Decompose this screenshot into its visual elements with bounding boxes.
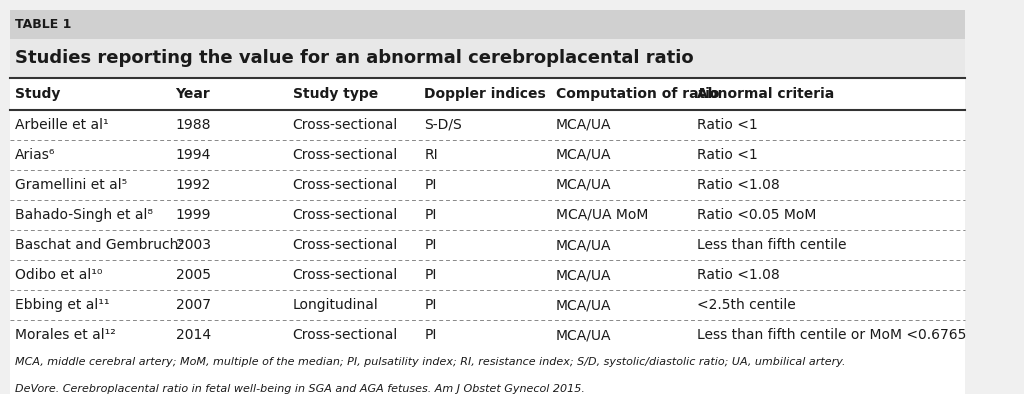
Text: Bahado-Singh et al⁸: Bahado-Singh et al⁸ [14,208,153,222]
Text: Gramellini et al⁵: Gramellini et al⁵ [14,178,127,192]
Text: S-D/S: S-D/S [424,118,462,132]
Text: Cross-sectional: Cross-sectional [293,148,397,162]
Text: PI: PI [424,238,436,252]
FancyBboxPatch shape [10,78,966,394]
Text: Cross-sectional: Cross-sectional [293,208,397,222]
Text: MCA/UA: MCA/UA [556,298,611,312]
Text: MCA/UA: MCA/UA [556,148,611,162]
Text: PI: PI [424,298,436,312]
Text: Arbeille et al¹: Arbeille et al¹ [14,118,109,132]
Text: MCA/UA: MCA/UA [556,238,611,252]
Text: PI: PI [424,268,436,282]
Text: Cross-sectional: Cross-sectional [293,268,397,282]
Text: Study type: Study type [293,87,378,101]
Text: PI: PI [424,178,436,192]
Text: Baschat and Gembruch⁹: Baschat and Gembruch⁹ [14,238,183,252]
Text: Ratio <0.05 MoM: Ratio <0.05 MoM [697,208,817,222]
Text: Ebbing et al¹¹: Ebbing et al¹¹ [14,298,110,312]
Text: Cross-sectional: Cross-sectional [293,178,397,192]
Text: Ratio <1.08: Ratio <1.08 [697,178,780,192]
Text: TABLE 1: TABLE 1 [14,18,71,31]
Text: 2007: 2007 [175,298,211,312]
Text: 2003: 2003 [175,238,211,252]
Text: MCA, middle cerebral artery; MoM, multiple of the median; PI, pulsatility index;: MCA, middle cerebral artery; MoM, multip… [14,357,845,366]
Text: Cross-sectional: Cross-sectional [293,238,397,252]
Text: Arias⁶: Arias⁶ [14,148,55,162]
Text: Computation of ratio: Computation of ratio [556,87,720,101]
Text: Studies reporting the value for an abnormal cerebroplacental ratio: Studies reporting the value for an abnor… [14,49,693,67]
Text: Year: Year [175,87,210,101]
Text: Less than fifth centile or MoM <0.6765: Less than fifth centile or MoM <0.6765 [697,328,967,342]
Text: 2005: 2005 [175,268,211,282]
Text: 1994: 1994 [175,148,211,162]
Text: Longitudinal: Longitudinal [293,298,378,312]
Text: Ratio <1: Ratio <1 [697,148,758,162]
Text: 1999: 1999 [175,208,211,222]
FancyBboxPatch shape [10,39,966,78]
Text: DeVore. Cerebroplacental ratio in fetal well-being in SGA and AGA fetuses. Am J : DeVore. Cerebroplacental ratio in fetal … [14,384,585,394]
Text: 2014: 2014 [175,328,211,342]
Text: Study: Study [14,87,60,101]
Text: 1988: 1988 [175,118,211,132]
Text: MCA/UA: MCA/UA [556,178,611,192]
Text: Cross-sectional: Cross-sectional [293,328,397,342]
Text: Doppler indices: Doppler indices [424,87,546,101]
Text: Morales et al¹²: Morales et al¹² [14,328,116,342]
Text: Ratio <1.08: Ratio <1.08 [697,268,780,282]
Text: MCA/UA: MCA/UA [556,118,611,132]
Text: Odibo et al¹⁰: Odibo et al¹⁰ [14,268,102,282]
Text: 1992: 1992 [175,178,211,192]
Text: Less than fifth centile: Less than fifth centile [697,238,847,252]
Text: PI: PI [424,328,436,342]
Text: <2.5th centile: <2.5th centile [697,298,796,312]
Text: Ratio <1: Ratio <1 [697,118,758,132]
Text: PI: PI [424,208,436,222]
Text: RI: RI [424,148,438,162]
Text: MCA/UA: MCA/UA [556,268,611,282]
Text: MCA/UA: MCA/UA [556,328,611,342]
FancyBboxPatch shape [10,10,966,39]
Text: Abnormal criteria: Abnormal criteria [697,87,835,101]
Text: Cross-sectional: Cross-sectional [293,118,397,132]
Text: MCA/UA MoM: MCA/UA MoM [556,208,648,222]
